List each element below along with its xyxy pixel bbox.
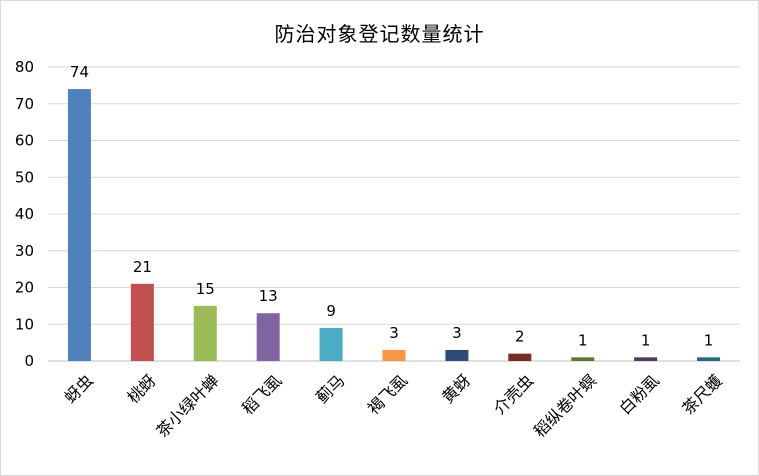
- bar: [634, 357, 658, 361]
- data-label: 15: [196, 280, 215, 298]
- bar: [445, 349, 469, 361]
- y-tick-label: 20: [15, 279, 34, 297]
- y-tick-label: 60: [15, 132, 34, 150]
- bar: [382, 349, 406, 361]
- y-tick-label: 80: [15, 58, 34, 76]
- data-label: 3: [452, 324, 462, 342]
- x-tick-label: 黄蚜: [438, 371, 474, 407]
- x-tick-label: 稻飞虱: [238, 371, 285, 418]
- y-tick-label: 0: [24, 352, 34, 370]
- bar: [508, 353, 532, 361]
- data-label: 1: [704, 331, 714, 349]
- data-label: 9: [326, 302, 336, 320]
- data-label: 21: [133, 258, 152, 276]
- bar: [319, 327, 343, 361]
- bar: [571, 357, 595, 361]
- x-tick-label: 蚜虫: [61, 371, 97, 407]
- x-tick-label: 介壳虫: [490, 371, 537, 418]
- y-tick-label: 30: [15, 242, 34, 260]
- x-tick-label: 白粉虱: [616, 371, 663, 418]
- y-tick-label: 70: [15, 95, 34, 113]
- data-label: 3: [389, 324, 399, 342]
- data-label: 2: [515, 328, 525, 346]
- data-label: 1: [578, 331, 588, 349]
- bar: [67, 89, 91, 362]
- bar: [697, 357, 721, 361]
- x-tick-label: 茶尺蠖: [678, 371, 725, 418]
- x-tick-label: 稻纵卷叶螟: [530, 371, 600, 441]
- x-tick-label: 茶小绿叶蝉: [153, 371, 223, 441]
- y-tick-label: 50: [15, 168, 34, 186]
- bar: [130, 283, 154, 361]
- data-label: 1: [641, 331, 651, 349]
- y-tick-label: 10: [15, 315, 34, 333]
- y-tick-label: 40: [15, 205, 34, 223]
- chart-title: 防治对象登记数量统计: [274, 22, 485, 46]
- x-tick-label: 蓟马: [312, 371, 348, 407]
- data-label: 13: [259, 287, 278, 305]
- bar: [256, 313, 280, 361]
- data-label: 74: [70, 63, 89, 81]
- x-tick-label: 褐飞虱: [364, 371, 411, 418]
- bar: [193, 305, 217, 361]
- x-tick-label: 桃蚜: [124, 371, 160, 407]
